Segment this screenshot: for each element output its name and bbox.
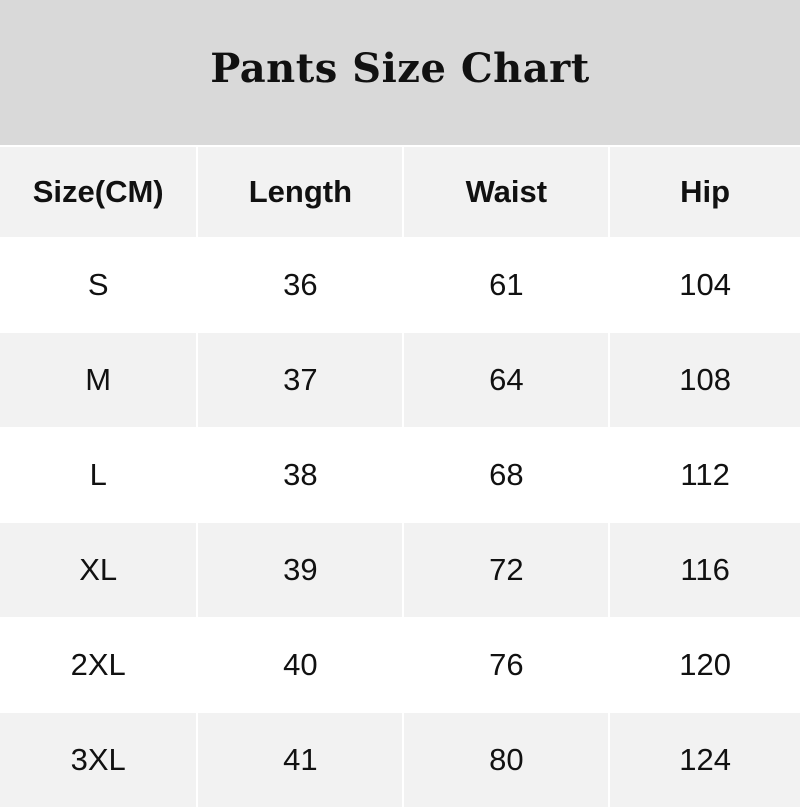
cell-length: 40: [198, 618, 403, 712]
cell-length: 39: [198, 523, 403, 617]
table-row: S 36 61 104: [0, 238, 800, 332]
cell-size: L: [0, 428, 197, 522]
cell-hip: 112: [610, 428, 800, 522]
cell-waist: 80: [404, 713, 609, 807]
size-table: Size(CM) Length Waist Hip S 36 61 104 M 37 64 1…: [0, 146, 800, 808]
header-waist: Waist: [404, 147, 609, 237]
cell-waist: 61: [404, 238, 609, 332]
table-row: XL 39 72 116: [0, 523, 800, 617]
cell-waist: 68: [404, 428, 609, 522]
table-row: 2XL 40 76 120: [0, 618, 800, 712]
cell-length: 41: [198, 713, 403, 807]
cell-length: 37: [198, 333, 403, 427]
table-row: M 37 64 108: [0, 333, 800, 427]
header-hip: Hip: [610, 147, 800, 237]
cell-waist: 64: [404, 333, 609, 427]
header-size: Size(CM): [0, 147, 197, 237]
cell-hip: 104: [610, 238, 800, 332]
table-row: L 38 68 112: [0, 428, 800, 522]
cell-hip: 116: [610, 523, 800, 617]
cell-hip: 108: [610, 333, 800, 427]
cell-waist: 76: [404, 618, 609, 712]
page-title: Pants Size Chart: [210, 45, 590, 92]
table-row: 3XL 41 80 124: [0, 713, 800, 807]
title-bar: Pants Size Chart: [0, 0, 800, 145]
cell-size: 2XL: [0, 618, 197, 712]
cell-hip: 120: [610, 618, 800, 712]
cell-size: XL: [0, 523, 197, 617]
cell-waist: 72: [404, 523, 609, 617]
header-row: Size(CM) Length Waist Hip: [0, 147, 800, 237]
cell-length: 38: [198, 428, 403, 522]
cell-size: S: [0, 238, 197, 332]
cell-length: 36: [198, 238, 403, 332]
cell-hip: 124: [610, 713, 800, 807]
header-length: Length: [198, 147, 403, 237]
cell-size: M: [0, 333, 197, 427]
cell-size: 3XL: [0, 713, 197, 807]
